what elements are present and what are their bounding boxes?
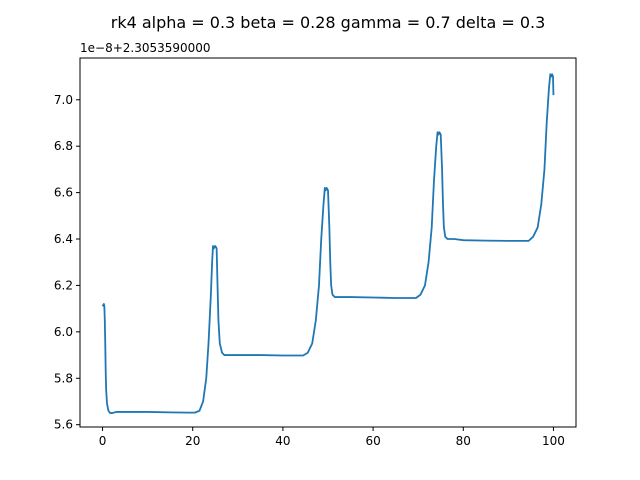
chart-title: rk4 alpha = 0.3 beta = 0.28 gamma = 0.7 …: [111, 13, 546, 32]
y-tick-label: 5.8: [54, 371, 73, 385]
x-tick-label: 20: [185, 434, 200, 448]
x-tick-label: 40: [275, 434, 290, 448]
y-tick-label: 6.0: [54, 325, 73, 339]
x-tick-label: 0: [99, 434, 107, 448]
y-axis: 5.6 5.8 6.0 6.2 6.4 6.6 6.8 7.0: [54, 93, 80, 432]
plot-frame: [79, 57, 577, 428]
y-tick-label: 6.2: [54, 278, 73, 292]
x-tick-label: 100: [542, 434, 565, 448]
y-offset-label: 1e−8+2.3053590000: [80, 41, 211, 55]
x-tick-label: 80: [456, 434, 471, 448]
y-tick-label: 7.0: [54, 93, 73, 107]
series-layer: [101, 73, 555, 414]
series-line: [101, 73, 555, 414]
y-tick-label: 6.4: [54, 232, 73, 246]
y-tick-label: 6.6: [54, 186, 73, 200]
y-tick-label: 5.6: [54, 418, 73, 432]
x-tick-label: 60: [365, 434, 380, 448]
x-axis: 0 20 40 60 80 100: [99, 427, 565, 448]
y-tick-label: 6.8: [54, 139, 73, 153]
